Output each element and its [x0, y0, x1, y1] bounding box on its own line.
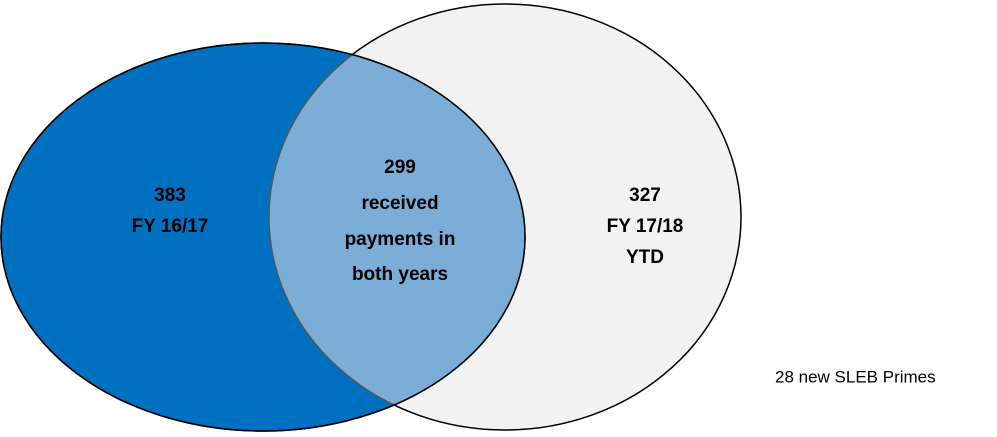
- set-label: FY 17/18: [607, 216, 684, 237]
- note: 28 new SLEB Primes: [775, 367, 936, 386]
- intersection-label: 299: [384, 157, 416, 178]
- set-label: 327: [629, 185, 661, 206]
- set-label: 383: [154, 185, 186, 206]
- set-left-outline: [0, 42, 526, 432]
- set-label: FY 16/17: [132, 216, 209, 237]
- intersection-label: payments in: [345, 229, 456, 250]
- intersection-label: both years: [352, 264, 448, 285]
- intersection-label: received: [361, 193, 438, 214]
- set-label: YTD: [626, 247, 664, 268]
